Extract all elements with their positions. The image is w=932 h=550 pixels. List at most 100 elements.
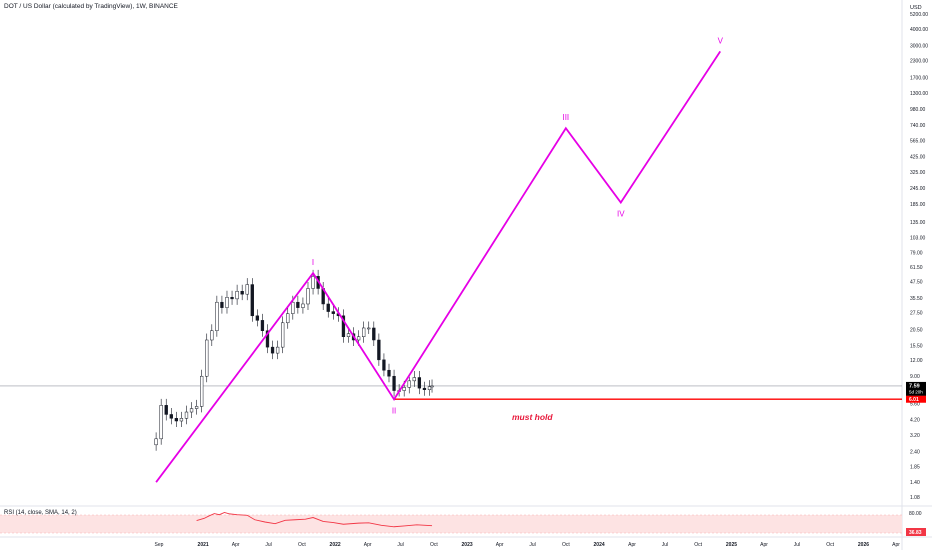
- y-tick-label: 35.50: [910, 296, 923, 302]
- elliott-wave-line[interactable]: [155, 50, 722, 483]
- candle: [306, 288, 310, 305]
- x-tick-label: Jul: [265, 542, 271, 548]
- candle: [200, 375, 204, 407]
- y-tick-label: 1700.00: [910, 76, 928, 82]
- x-tick-label: Apr: [628, 542, 636, 548]
- candle: [422, 387, 427, 390]
- candle: [245, 284, 249, 295]
- x-tick-label: 2021: [198, 542, 209, 548]
- y-tick-label: 4000.00: [910, 27, 928, 33]
- candle: [301, 303, 305, 308]
- candle: [230, 297, 234, 300]
- price-axis[interactable]: 5200.00 4000.00 3000.00 2300.00 1700.00 1300.…: [910, 12, 928, 501]
- y-tick-label: 2300.00: [910, 58, 928, 64]
- candle: [331, 311, 335, 314]
- candle: [377, 339, 381, 361]
- candle: [275, 346, 280, 354]
- candle: [362, 327, 366, 337]
- candle: [210, 330, 214, 341]
- candle: [215, 301, 219, 331]
- rsi-band: [0, 515, 902, 533]
- x-tick-label: Jul: [397, 542, 403, 548]
- candle: [250, 284, 254, 317]
- candle: [240, 291, 244, 295]
- y-tick-label: 27.50: [910, 311, 923, 317]
- y-tick-label: 103.00: [910, 235, 926, 241]
- rsi-line: [196, 512, 433, 528]
- support-badge-value: 6.01: [909, 397, 919, 403]
- x-tick-label: Apr: [760, 542, 768, 548]
- candle: [255, 315, 260, 321]
- y-tick-label: 1.08: [910, 495, 920, 501]
- x-tick-label: Oct: [298, 542, 306, 548]
- candle: [341, 315, 346, 337]
- y-tick-label: 4.20: [910, 418, 920, 424]
- x-tick-label: Apr: [496, 542, 504, 548]
- candle: [184, 411, 189, 419]
- candle: [154, 438, 158, 446]
- y-tick-label: 61.50: [910, 265, 923, 271]
- price-badge-countdown: 5d 20h: [909, 389, 923, 394]
- x-tick-label: Jul: [662, 542, 668, 548]
- candle: [174, 418, 179, 422]
- y-tick-label: 980.00: [910, 107, 926, 113]
- candle: [265, 330, 270, 348]
- rsi-value-badge: [906, 528, 926, 536]
- x-tick-label: 2022: [330, 542, 341, 548]
- candle: [412, 377, 416, 382]
- x-tick-label: Apr: [364, 542, 372, 548]
- y-tick-label: 1.85: [910, 464, 920, 470]
- y-tick-label: 47.50: [910, 279, 923, 285]
- candle: [291, 301, 295, 314]
- y-tick-label: 79.00: [910, 250, 923, 256]
- y-tick-label: 20.50: [910, 327, 923, 333]
- y-tick-label: 1.40: [910, 480, 920, 486]
- candle: [356, 336, 361, 341]
- candle: [260, 320, 265, 331]
- price-badge: [906, 381, 926, 396]
- candle: [164, 405, 168, 415]
- x-tick-label: Oct: [562, 542, 570, 548]
- rsi-value-badge-text: 36.83: [909, 530, 922, 536]
- candle: [220, 301, 224, 308]
- y-tick-label: 9.00: [910, 374, 920, 380]
- y-tick-label: 325.00: [910, 170, 926, 176]
- candle: [367, 327, 371, 330]
- y-tick-label: 1300.00: [910, 91, 928, 97]
- y-tick-label: 12.00: [910, 358, 923, 364]
- candle: [159, 405, 163, 440]
- time-axis[interactable]: Sep 2021 Apr Jul Oct 2022 Apr Jul Oct 2023 Apr Jul O…: [155, 542, 901, 548]
- x-tick-label: Sep: [155, 542, 164, 548]
- chart-title: DOT / US Dollar (calculated by TradingVi…: [4, 3, 178, 10]
- y-tick-label: 740.00: [910, 123, 926, 129]
- y-tick-label: 2.40: [910, 450, 920, 456]
- y-tick-label: 135.00: [910, 220, 926, 226]
- y-tick-label: 565.00: [910, 138, 926, 144]
- x-tick-label: Jul: [794, 542, 800, 548]
- x-tick-label: 2023: [462, 542, 473, 548]
- candle: [372, 327, 376, 341]
- rsi-legend: RSI (14, close, SMA, 14, 2): [4, 510, 77, 516]
- wave-label: III: [562, 113, 569, 122]
- support-annotation: must hold: [512, 412, 553, 422]
- candle: [392, 375, 396, 391]
- wave-label: II: [392, 406, 396, 415]
- candle: [296, 301, 300, 308]
- x-tick-label: Oct: [430, 542, 438, 548]
- y-tick-label: 5.60: [910, 401, 920, 407]
- x-tick-label: Apr: [892, 542, 900, 548]
- candle: [205, 339, 209, 377]
- x-tick-label: Jul: [529, 542, 535, 548]
- candle: [194, 406, 199, 409]
- wave-label: V: [718, 36, 724, 45]
- candle: [311, 276, 315, 289]
- candle: [430, 385, 434, 388]
- y-tick-label: 15.50: [910, 343, 923, 349]
- y-tick-label: 425.00: [910, 155, 926, 161]
- x-tick-label: Apr: [232, 542, 240, 548]
- price-badge-value: 7.59: [909, 383, 920, 389]
- candle: [427, 386, 432, 390]
- wave-label: I: [312, 258, 314, 267]
